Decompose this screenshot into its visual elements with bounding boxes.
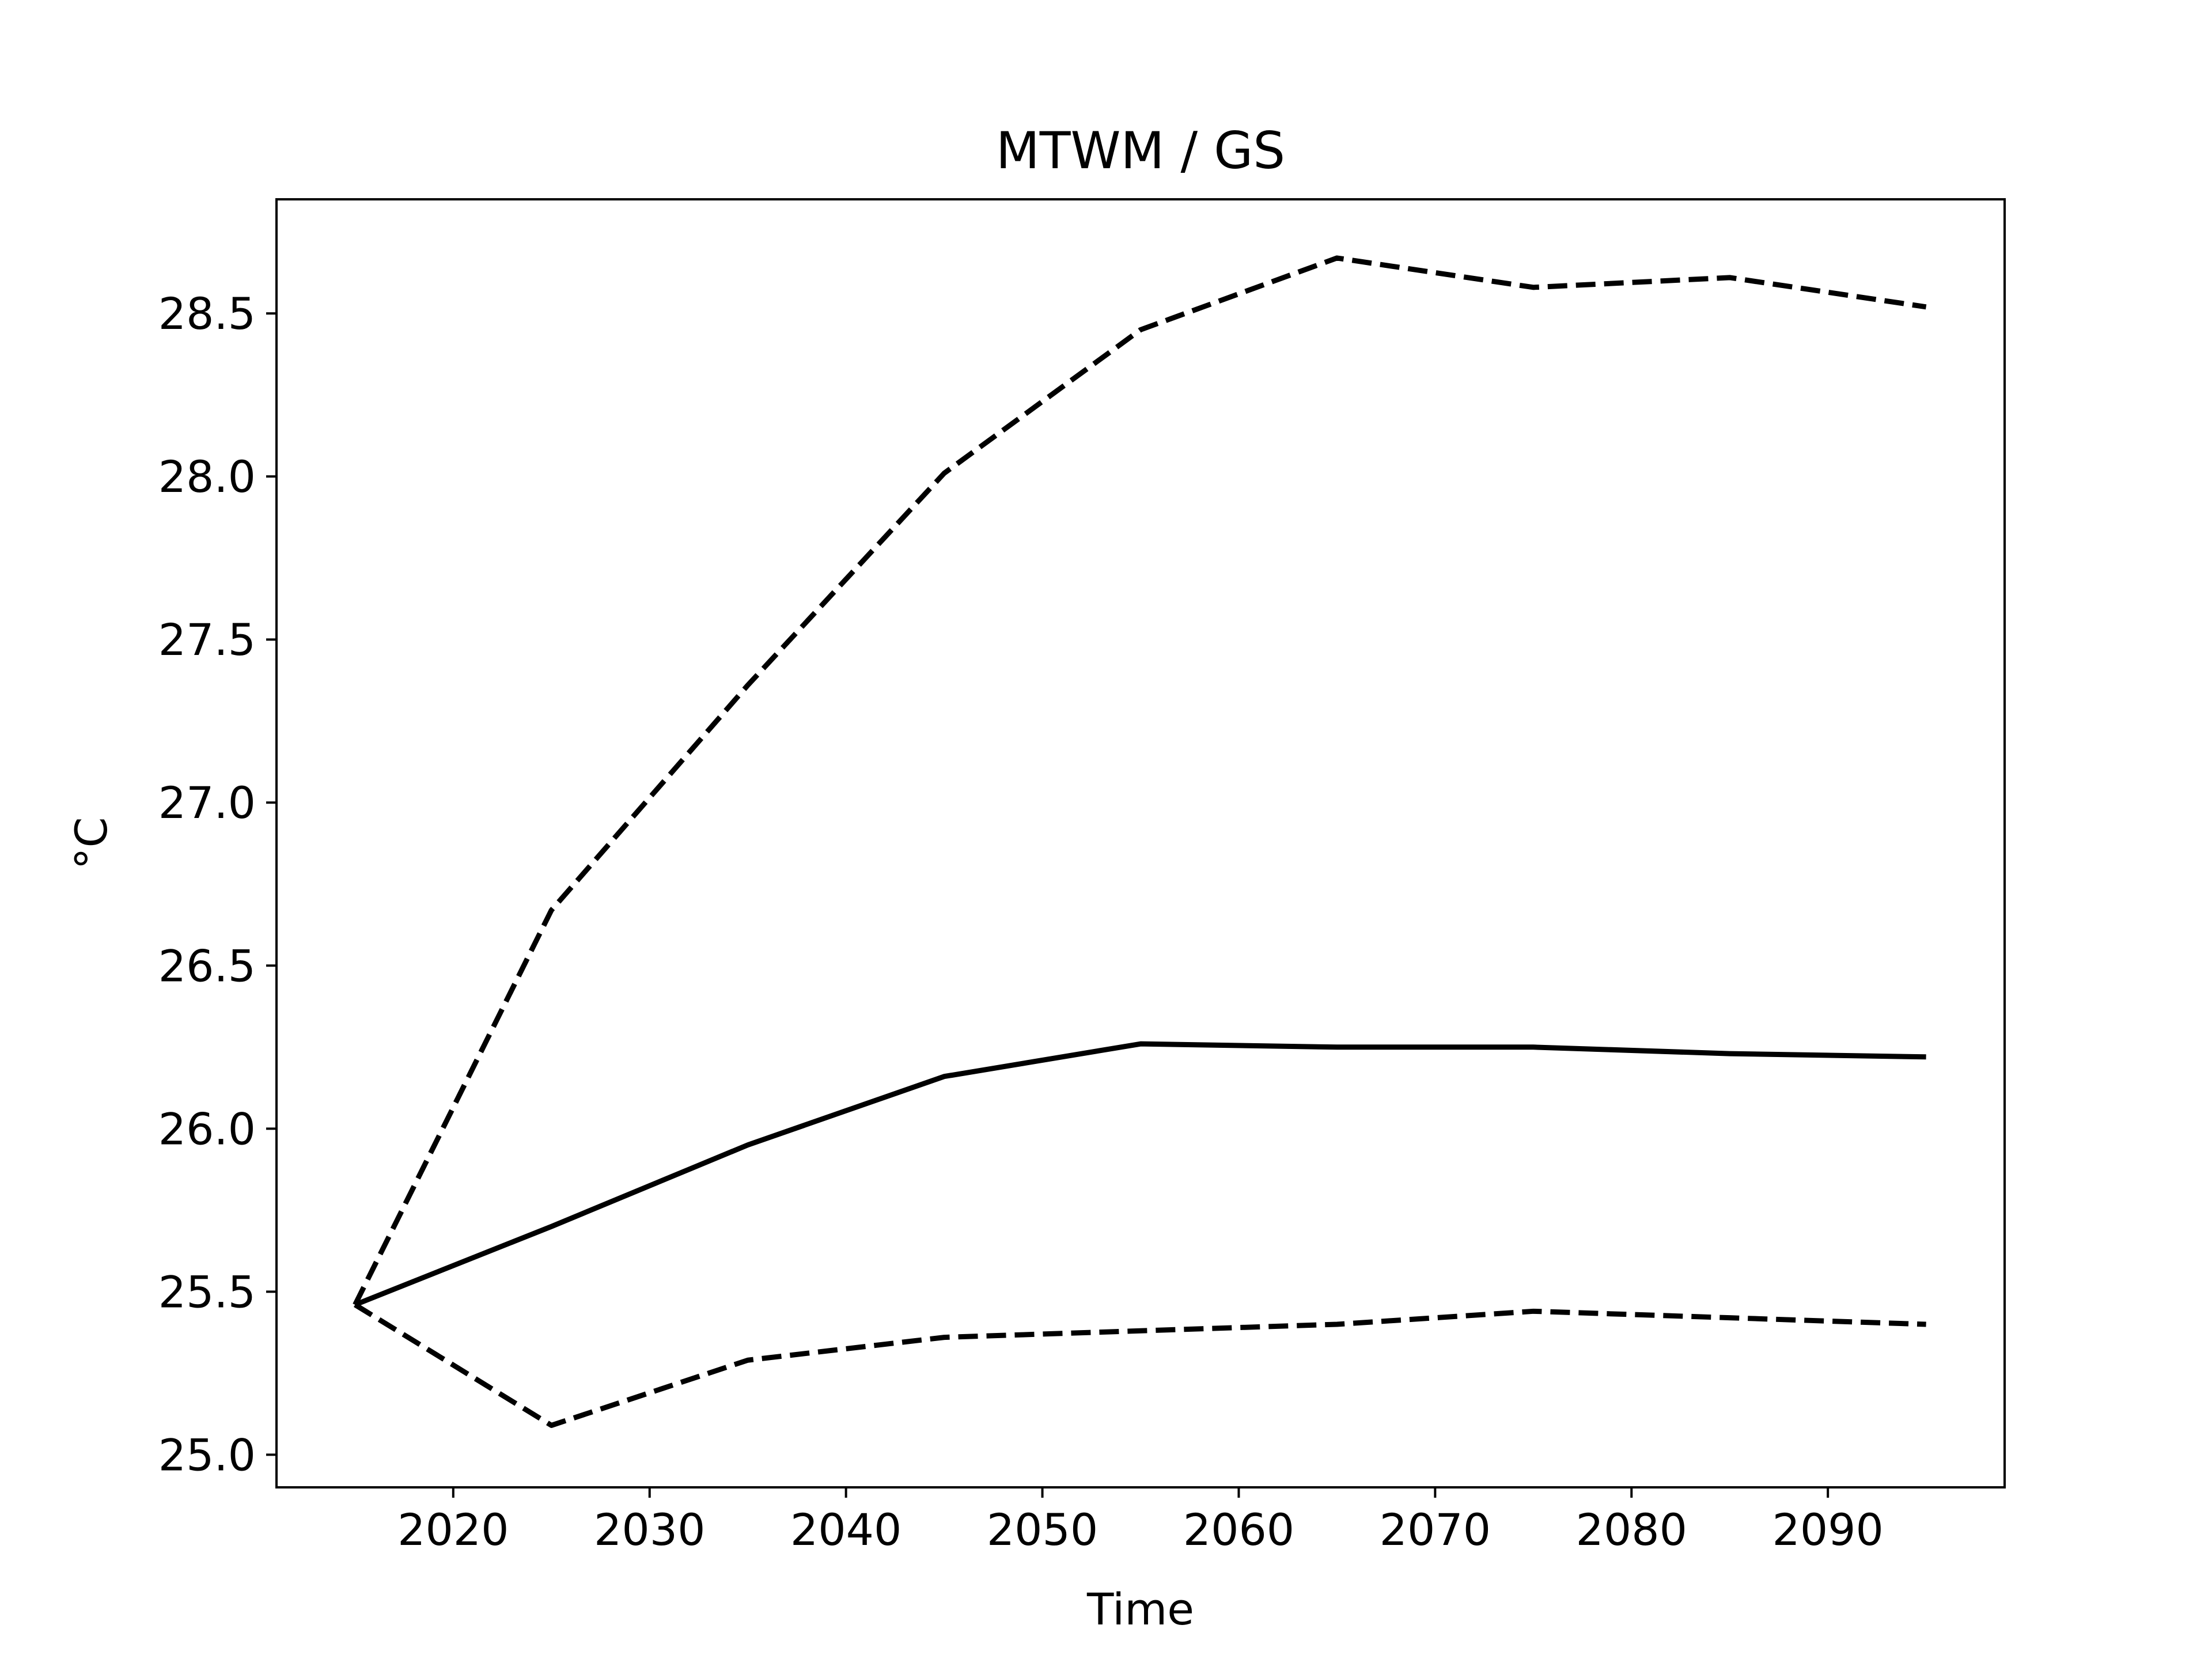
y-tick-label: 25.0 <box>158 1429 256 1480</box>
x-axis-label: Time <box>1086 1584 1194 1635</box>
y-tick-label: 26.0 <box>158 1103 256 1154</box>
y-tick-label: 27.5 <box>158 614 256 665</box>
series-line-0-solid <box>354 1041 1926 1308</box>
x-tick-label: 2050 <box>987 1504 1098 1555</box>
y-axis-ticks: 25.0 25.5 26.0 26.5 27.0 27.5 28.0 28.5 <box>158 288 276 1480</box>
y-axis-label: °C <box>66 817 117 869</box>
y-tick-label: 28.5 <box>158 288 256 339</box>
y-tick-label: 25.5 <box>158 1266 256 1317</box>
x-tick-label: 2020 <box>397 1504 509 1555</box>
x-tick-label: 2070 <box>1380 1504 1491 1555</box>
y-tick-label: 27.0 <box>158 777 256 828</box>
x-tick-label: 2040 <box>790 1504 902 1555</box>
x-tick-label: 2060 <box>1183 1504 1294 1555</box>
x-axis-ticks: 2020 2030 2040 2050 2060 2070 2080 2090 <box>397 1487 1884 1555</box>
series-layer <box>353 255 1927 1428</box>
series-line-2-dashed <box>354 1302 1926 1428</box>
y-tick-label: 28.0 <box>158 451 256 502</box>
x-tick-label: 2090 <box>1772 1504 1883 1555</box>
series-line-1-dashed <box>353 255 1927 1306</box>
x-tick-label: 2080 <box>1576 1504 1687 1555</box>
plot-frame <box>275 198 2006 1488</box>
chart-title: MTWM / GS <box>996 121 1285 180</box>
x-tick-label: 2030 <box>594 1504 705 1555</box>
y-tick-label: 26.5 <box>158 940 256 991</box>
